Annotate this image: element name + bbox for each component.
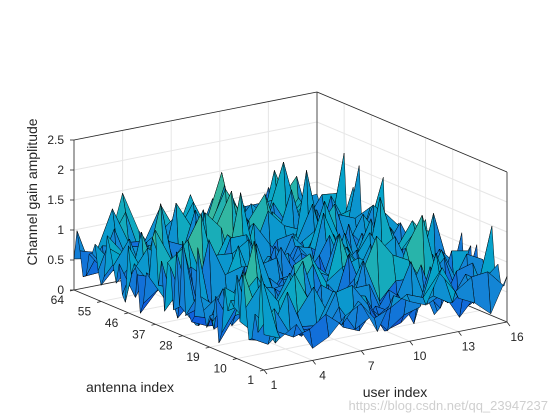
y-tick-label: 28 [159, 339, 173, 353]
tick-labels: 1 4 7 10 13 16 1 10 19 28 37 46 55 640 0.5 1 1.5 2 2.5 [47, 133, 524, 392]
x-tick-label: 16 [510, 330, 524, 344]
y-tick-label: 10 [213, 362, 227, 376]
x-tick-label: 7 [368, 359, 375, 373]
z-tick-label: 1 [57, 223, 64, 237]
surface-face [471, 271, 492, 315]
y-tick-mark [259, 369, 265, 372]
y-tick-mark [151, 323, 156, 326]
grid-line [73, 121, 318, 171]
axes-frame [69, 139, 511, 375]
y-axis-line [73, 289, 265, 371]
surface-face [260, 274, 281, 339]
grid-line [73, 151, 318, 201]
grid-line [316, 151, 508, 233]
x-axis-line [263, 321, 508, 371]
y-tick-mark [97, 301, 102, 303]
z-tick-label: 1.5 [47, 193, 64, 207]
y-tick-label: 37 [132, 327, 146, 341]
z-tick-label: 0.5 [47, 253, 64, 267]
y-tick-label: 64 [51, 293, 65, 307]
x-tick-mark [409, 340, 414, 346]
x-tick-mark [506, 321, 511, 327]
z-axis-label: Channel gain amplitude [24, 118, 40, 265]
watermark: https://blog.csdn.net/qq_23947237 [349, 398, 549, 413]
x-tick-mark [312, 360, 316, 365]
y-tick-label: 1 [247, 373, 254, 387]
x-tick-label: 4 [319, 368, 326, 382]
x-tick-label: 1 [271, 378, 278, 392]
y-tick-mark [124, 312, 129, 315]
grid-line [316, 121, 508, 203]
x-tick-mark [458, 331, 462, 336]
grid-line [236, 310, 480, 360]
x-tick-label: 10 [413, 349, 427, 363]
x-tick-label: 13 [462, 340, 476, 354]
y-axis-label: antenna index [86, 379, 174, 395]
y-tick-mark [205, 346, 210, 349]
y-tick-label: 46 [105, 316, 119, 330]
y-tick-label: 55 [78, 304, 92, 318]
surface-mesh [73, 152, 508, 349]
back-top-edge [73, 91, 318, 141]
y-tick-mark [178, 335, 183, 338]
z-tick-label: 2.5 [47, 133, 64, 147]
y-tick-mark [232, 358, 237, 360]
x-tick-mark [263, 369, 268, 375]
z-tick-label: 0 [57, 283, 64, 297]
side-top-edge [316, 91, 508, 173]
x-tick-mark [360, 350, 365, 356]
y-tick-label: 19 [186, 350, 200, 364]
z-tick-label: 2 [57, 163, 64, 177]
x-axis-label: user index [363, 384, 428, 400]
